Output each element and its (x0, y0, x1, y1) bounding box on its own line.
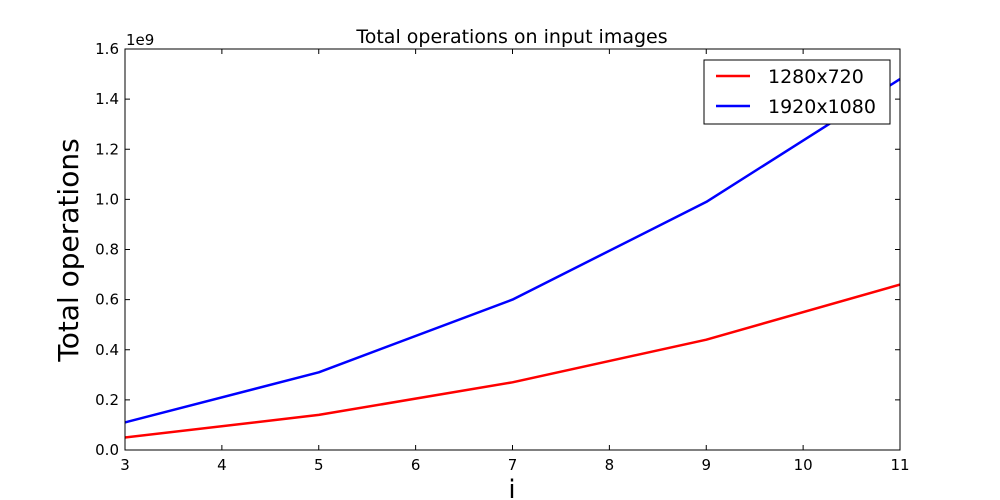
x-axis-label: i (508, 475, 515, 500)
x-tick-label: 4 (217, 456, 227, 474)
x-tick-label: 5 (314, 456, 324, 474)
y-tick-label: 0.6 (95, 291, 119, 309)
plot-frame (124, 48, 901, 451)
series-line-1920x1080 (124, 78, 901, 424)
y-tick-label: 0.2 (95, 391, 119, 409)
y-tick-label: 1.6 (95, 40, 119, 58)
y-tick-label: 1.2 (95, 140, 119, 158)
y-tick-label: 0.4 (95, 341, 119, 359)
series-line-1280x720 (124, 283, 901, 439)
legend-label: 1280x720 (768, 66, 864, 88)
series-layer (124, 78, 901, 439)
y-tick-label: 1.0 (95, 190, 119, 208)
y-tick-label: 0.0 (95, 441, 119, 459)
x-tick-label: 10 (794, 456, 813, 474)
legend-box (703, 59, 891, 125)
y-axis-label: Total operations (52, 138, 85, 362)
ticks-layer: 3 4 5 6 7 8 9 10 11 0.0 0.2 0.4 0.6 0.8 1.0 1.2 1.4 1.6 (95, 40, 909, 474)
x-tick-label: 11 (890, 456, 909, 474)
x-tick-label: 3 (120, 456, 130, 474)
chart-title: Total operations on input images (355, 26, 667, 48)
y-tick-label: 1.4 (95, 90, 119, 108)
x-tick-label: 6 (411, 456, 421, 474)
y-tick-label: 0.8 (95, 241, 119, 259)
x-tick-label: 9 (701, 456, 711, 474)
legend-label: 1920x1080 (768, 96, 876, 118)
x-tick-label: 8 (605, 456, 615, 474)
x-tick-label: 7 (508, 456, 518, 474)
legend: 1280x720 1920x1080 (703, 59, 891, 125)
y-offset-label: 1e9 (126, 31, 154, 49)
